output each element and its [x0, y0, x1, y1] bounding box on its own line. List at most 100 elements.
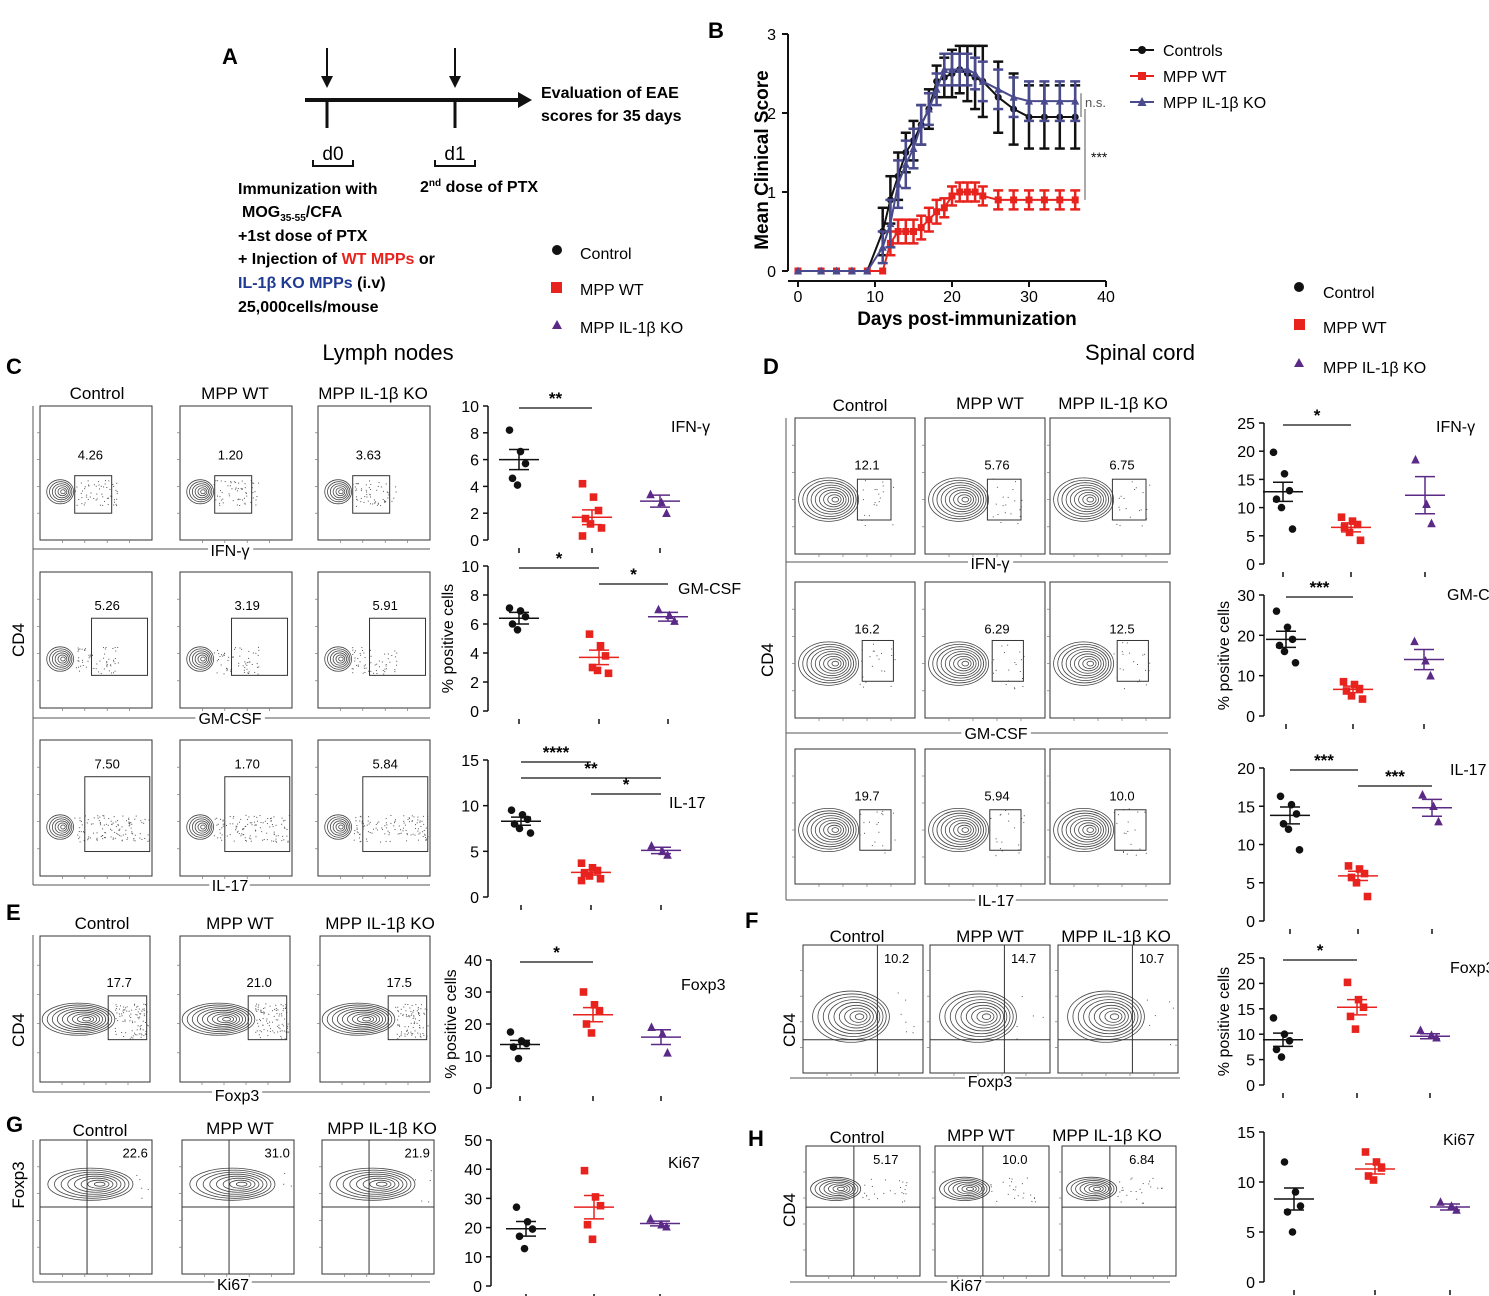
b-data-point	[948, 65, 956, 74]
flow-plot: 12.1	[792, 417, 916, 557]
scatter-point	[663, 1048, 672, 1057]
flow-event	[892, 524, 894, 526]
flow-event	[99, 660, 101, 662]
flow-contour	[961, 660, 970, 667]
flow-event	[256, 1019, 258, 1021]
flow-contour	[828, 1183, 851, 1195]
scatter-point	[1426, 670, 1435, 680]
flow-event	[256, 666, 258, 668]
flow-event	[352, 647, 354, 649]
scatter-y-tick-label: 0	[473, 1279, 482, 1296]
d-xlabel-ifng: IFN-γ	[970, 556, 1009, 573]
scatter-point	[1372, 1158, 1381, 1166]
flow-event	[353, 833, 355, 835]
flow-event	[251, 487, 253, 489]
flow-event	[353, 839, 355, 841]
flow-contour	[338, 824, 344, 830]
flow-event	[275, 1019, 277, 1021]
flow-event	[1018, 844, 1020, 846]
flow-contour	[186, 1004, 253, 1034]
flow-event	[1122, 653, 1124, 655]
flow-event	[221, 492, 223, 494]
flow-contour	[41, 1002, 116, 1036]
flow-contour	[222, 1177, 256, 1191]
flow-event	[255, 652, 257, 654]
flow-event	[386, 824, 388, 826]
flow-event	[410, 1022, 412, 1024]
scatter-point	[505, 426, 514, 434]
flow-event	[1005, 504, 1007, 506]
flow-contour	[953, 491, 974, 508]
scatter-point	[587, 1029, 596, 1037]
flow-event	[137, 1017, 139, 1019]
scatter-y-tick-label: 20	[1237, 444, 1255, 461]
flow-event	[388, 494, 390, 496]
flow-event	[1148, 1183, 1150, 1185]
flow-event	[97, 817, 99, 819]
flow-event	[876, 655, 878, 657]
flow-event	[284, 819, 286, 821]
flow-event	[882, 481, 884, 483]
flow-event	[394, 669, 396, 671]
flow-event	[132, 833, 134, 835]
flow-event	[1021, 1183, 1023, 1185]
flow-event	[1019, 509, 1021, 511]
flow-event	[141, 838, 143, 840]
flow-event	[1020, 659, 1022, 661]
scatter-point	[512, 1203, 521, 1211]
scatter-y-axis-label: % positive cells	[443, 969, 460, 1078]
flow-event	[271, 824, 273, 826]
significance-label: *	[553, 943, 560, 962]
flow-event	[878, 493, 880, 495]
flow-gate-value: 17.5	[387, 975, 412, 990]
scatter-y-tick-label: 6	[470, 617, 479, 634]
significance-label: **	[549, 389, 563, 408]
flow-event	[244, 503, 246, 505]
flow-contour	[944, 651, 979, 677]
significance-label: ***	[1310, 578, 1330, 597]
flow-contour	[338, 656, 344, 662]
flow-event	[262, 839, 264, 841]
flow-event	[237, 823, 239, 825]
first-dose-line: +1st dose of PTX	[238, 228, 368, 245]
flow-contour	[207, 1011, 241, 1027]
flow-contour	[961, 827, 970, 833]
b-y-tick-label: 1	[767, 185, 776, 202]
flow-event	[385, 665, 387, 667]
flow-event	[356, 827, 358, 829]
flow-event	[902, 1181, 904, 1183]
flow-event	[384, 671, 386, 673]
flow-event	[1005, 809, 1007, 811]
flow-event	[390, 822, 392, 824]
flow-event	[263, 1011, 265, 1013]
flow-contour	[189, 1167, 276, 1201]
flow-event	[366, 824, 368, 826]
flow-event	[360, 816, 362, 818]
flow-event	[1033, 1197, 1035, 1199]
b-data-point	[940, 65, 949, 74]
flow-event	[1011, 1178, 1013, 1180]
flow-event	[132, 1035, 134, 1037]
flow-event	[1021, 818, 1023, 820]
flow-plot: 5.26	[37, 571, 153, 711]
flow-event	[368, 823, 370, 825]
flow-gate	[859, 809, 892, 851]
flow-event	[411, 815, 413, 817]
flow-event	[101, 493, 103, 495]
flow-event	[122, 815, 124, 817]
legend-right-wt-marker	[1294, 319, 1305, 330]
flow-event	[408, 818, 410, 820]
scatter-point	[1429, 801, 1438, 811]
flow-event	[115, 503, 117, 505]
flow-event	[1123, 688, 1125, 690]
flow-event	[360, 489, 362, 491]
flow-event	[359, 833, 361, 835]
flow-event	[134, 840, 136, 842]
flow-event	[1017, 523, 1019, 525]
flow-event	[992, 516, 994, 518]
scatter-point	[585, 630, 594, 638]
flow-event	[389, 840, 391, 842]
flow-contour	[798, 808, 859, 853]
panel-letter-g: G	[6, 1112, 23, 1137]
flow-contour	[1069, 487, 1105, 513]
